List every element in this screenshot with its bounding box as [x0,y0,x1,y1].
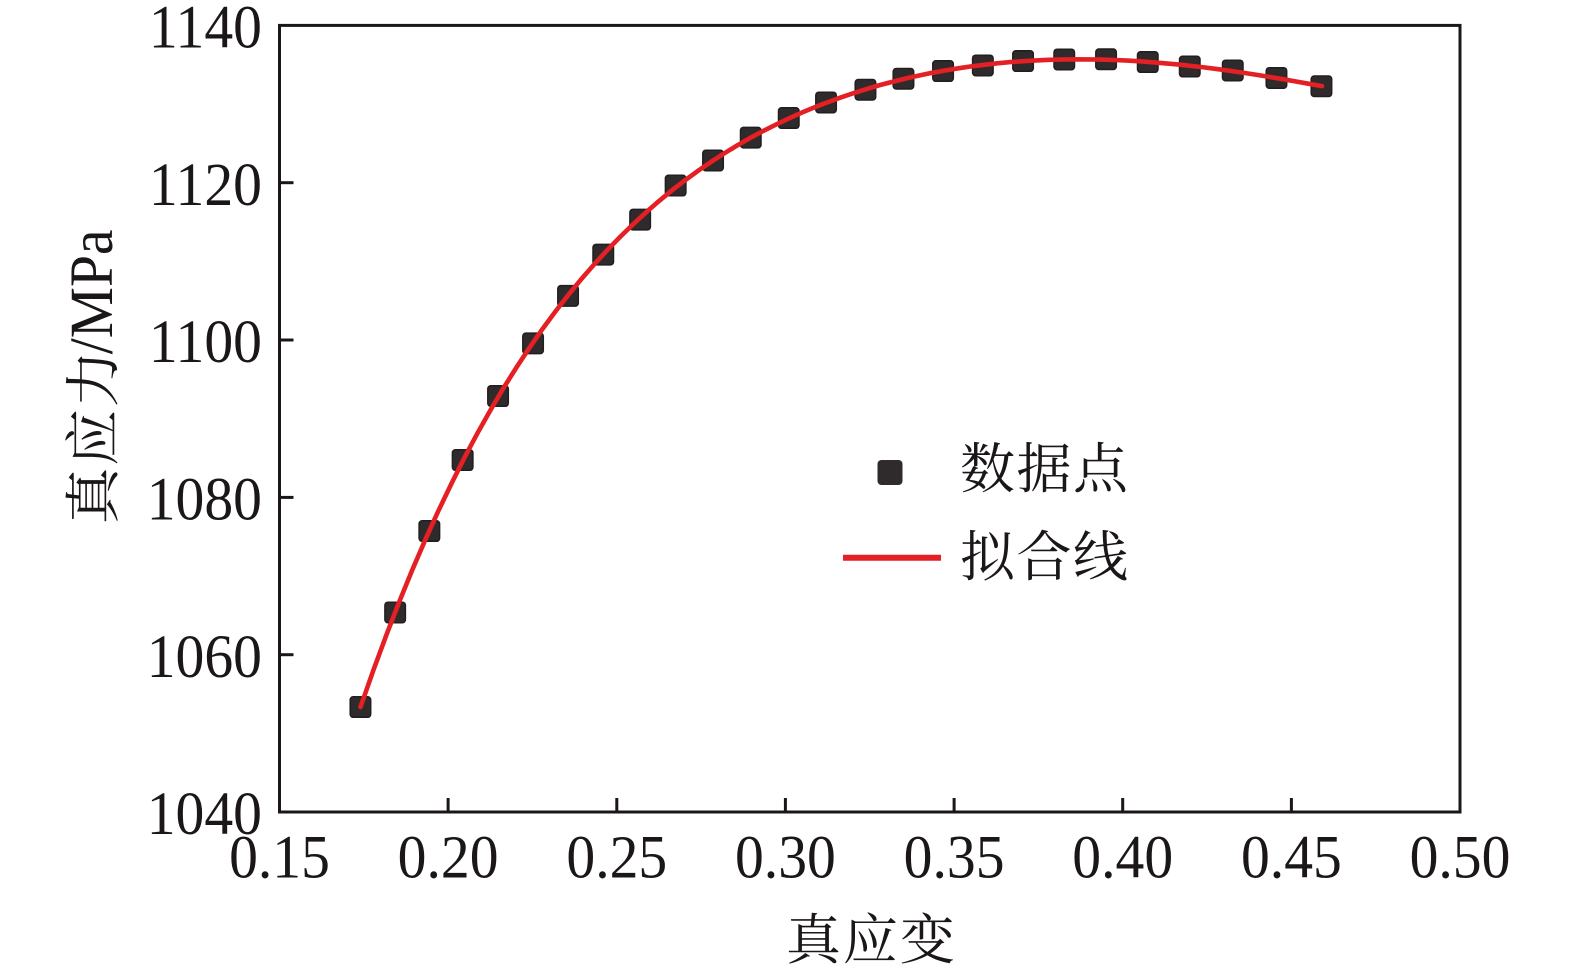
svg-text:1120: 1120 [149,150,262,218]
svg-text:0.50: 0.50 [1410,823,1511,891]
svg-text:0.20: 0.20 [398,823,499,891]
svg-text:0.25: 0.25 [566,823,667,891]
svg-text:0.45: 0.45 [1241,823,1342,891]
svg-text:1140: 1140 [149,0,262,61]
svg-text:1040: 1040 [147,780,262,848]
svg-text:0.35: 0.35 [904,823,1005,891]
svg-text:/MPa: /MPa [58,229,126,354]
svg-text:0.30: 0.30 [735,823,836,891]
svg-text:0.40: 0.40 [1072,823,1173,891]
svg-text:0.15: 0.15 [229,823,330,891]
svg-text:1100: 1100 [149,308,262,376]
svg-text:1080: 1080 [147,465,262,533]
svg-text:1060: 1060 [147,622,262,690]
